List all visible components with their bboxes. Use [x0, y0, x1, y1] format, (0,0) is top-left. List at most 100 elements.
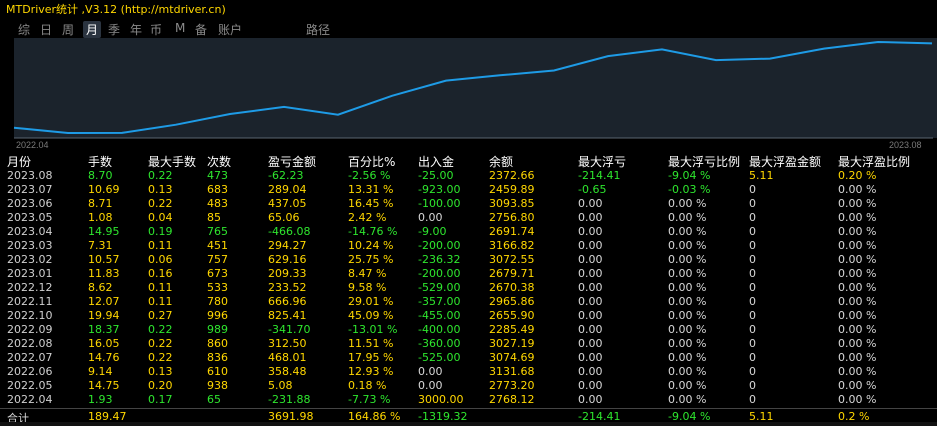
table-cell: 0.00 % [668, 211, 707, 224]
table-cell: 5.11 [749, 169, 774, 182]
table-cell: 0.16 [148, 267, 173, 280]
table-cell: 0.00 [418, 379, 443, 392]
table-cell: 0.19 [148, 225, 173, 238]
total-lots: 189.47 [88, 410, 127, 423]
tab-5[interactable]: 年 [130, 23, 143, 37]
table-row[interactable]: 2022.04 1.93 0.17 65 -231.88 -7.73 % 3000.00 27… [0, 393, 937, 407]
table-cell: 0.00 % [668, 393, 707, 406]
table-cell: 2459.89 [489, 183, 535, 196]
column-header[interactable]: 最大浮盈比例 [838, 155, 911, 169]
table-cell: 780 [207, 295, 228, 308]
table-row[interactable]: 2023.06 8.71 0.22 483 437.05 16.45 % -100.00 30… [0, 197, 937, 211]
table-cell: 0.00 [578, 323, 603, 336]
tab-9[interactable]: 账户 [218, 23, 243, 37]
table-cell: 25.75 % [348, 253, 394, 266]
column-header[interactable]: 手数 [88, 155, 113, 169]
table-row[interactable]: 2023.03 7.31 0.11 451 294.27 10.24 % -200.00 31… [0, 239, 937, 253]
table-row[interactable]: 2023.05 1.08 0.04 85 65.06 2.42 % 0.00 2756.80 0… [0, 211, 937, 225]
table-cell: -400.00 [418, 323, 461, 336]
table-cell: 2023.02 [7, 253, 53, 266]
table-cell: 0.00 [578, 211, 603, 224]
tab-10[interactable]: 路径 [306, 23, 331, 37]
table-row[interactable]: 2023.07 10.69 0.13 683 289.04 13.31 % -923.00 2… [0, 183, 937, 197]
table-row[interactable]: 2022.09 18.37 0.22 989 -341.70 -13.01 % -400.0… [0, 323, 937, 337]
column-header[interactable]: 最大手数 [148, 155, 197, 169]
table-cell: 0.00 % [838, 239, 877, 252]
table-cell: 483 [207, 197, 228, 210]
tab-6[interactable]: 币 [150, 23, 163, 37]
table-cell: 0.00 % [668, 239, 707, 252]
table-cell: 14.75 [88, 379, 120, 392]
table-row[interactable]: 2023.01 11.83 0.16 673 209.33 8.47 % -200.00 26… [0, 267, 937, 281]
table-row[interactable]: 2022.11 12.07 0.11 780 666.96 29.01 % -357.00 2… [0, 295, 937, 309]
table-cell: 437.05 [268, 197, 307, 210]
tab-0[interactable]: 综 [18, 23, 31, 37]
table-row[interactable]: 2022.10 19.94 0.27 996 825.41 45.09 % -455.00 2… [0, 309, 937, 323]
table-cell: 9.14 [88, 365, 113, 378]
table-cell: 2023.03 [7, 239, 53, 252]
status-strip [0, 422, 937, 426]
table-cell: 0 [749, 267, 756, 280]
tab-8[interactable]: 备 [195, 23, 208, 37]
tab-3[interactable]: 月 [83, 21, 102, 38]
table-row[interactable]: 2023.02 10.57 0.06 757 629.16 25.75 % -236.32 3… [0, 253, 937, 267]
table-cell: 16.45 % [348, 197, 394, 210]
table-cell: 0.00 % [668, 323, 707, 336]
table-cell: 0.06 [148, 253, 173, 266]
table-cell: 0.00 % [668, 281, 707, 294]
table-row[interactable]: 2023.08 8.70 0.22 473 -62.23 -2.56 % -25.00 237… [0, 169, 937, 183]
column-header[interactable]: 最大浮盈金额 [749, 155, 822, 169]
table-cell: 0.22 [148, 323, 173, 336]
table-cell: 3131.68 [489, 365, 535, 378]
tab-1[interactable]: 日 [40, 23, 53, 37]
table-cell: 0.00 [578, 365, 603, 378]
table-cell: 45.09 % [348, 309, 394, 322]
table-cell: 0.00 % [838, 309, 877, 322]
table-cell: 0.11 [148, 281, 173, 294]
table-cell: 0 [749, 351, 756, 364]
tab-7[interactable]: M [175, 21, 186, 35]
column-header[interactable]: 月份 [7, 155, 32, 169]
table-cell: 0.22 [148, 169, 173, 182]
column-header[interactable]: 余额 [489, 155, 514, 169]
column-header[interactable]: 出入金 [418, 155, 455, 169]
table-row[interactable]: 2022.05 14.75 0.20 938 5.08 0.18 % 0.00 2773.20… [0, 379, 937, 393]
table-cell: 0.00 % [838, 379, 877, 392]
table-cell: -341.70 [268, 323, 311, 336]
table-cell: 0.00 % [668, 337, 707, 350]
table-cell: -0.03 % [668, 183, 711, 196]
table-cell: 11.83 [88, 267, 120, 280]
table-row[interactable]: 2023.04 14.95 0.19 765 -466.08 -14.76 % -9.00 2… [0, 225, 937, 239]
table-cell: 683 [207, 183, 228, 196]
table-cell: 2022.09 [7, 323, 53, 336]
table-row[interactable]: 2022.12 8.62 0.11 533 233.52 9.58 % -529.00 267… [0, 281, 937, 295]
column-header[interactable]: 次数 [207, 155, 232, 169]
table-cell: 0.22 [148, 351, 173, 364]
table-row[interactable]: 2022.07 14.76 0.22 836 468.01 17.95 % -525.00 3… [0, 351, 937, 365]
column-header[interactable]: 最大浮亏比例 [668, 155, 741, 169]
table-cell: 0 [749, 197, 756, 210]
column-header[interactable]: 百分比% [348, 155, 396, 169]
table-cell: 65 [207, 393, 221, 406]
table-cell: 0.13 [148, 365, 173, 378]
table-cell: 0 [749, 281, 756, 294]
table-cell: 5.08 [268, 379, 293, 392]
table-cell: 673 [207, 267, 228, 280]
table-cell: 0.00 % [668, 309, 707, 322]
table-cell: 0.00 [418, 211, 443, 224]
table-cell: 0.00 % [838, 211, 877, 224]
table-row[interactable]: 2022.06 9.14 0.13 610 358.48 12.93 % 0.00 3131.… [0, 365, 937, 379]
table-cell: 0.00 [578, 197, 603, 210]
table-cell: 2023.05 [7, 211, 53, 224]
tab-2[interactable]: 周 [62, 23, 75, 37]
table-cell: 1.08 [88, 211, 113, 224]
column-header[interactable]: 盈亏金额 [268, 155, 317, 169]
table-row[interactable]: 2022.08 16.05 0.22 860 312.50 11.51 % -360.00 3… [0, 337, 937, 351]
table-cell: 65.06 [268, 211, 300, 224]
table-cell: 0.11 [148, 295, 173, 308]
table-cell: 860 [207, 337, 228, 350]
tab-4[interactable]: 季 [108, 23, 121, 37]
column-header[interactable]: 最大浮亏 [578, 155, 627, 169]
table-cell: -357.00 [418, 295, 461, 308]
table-cell: 989 [207, 323, 228, 336]
